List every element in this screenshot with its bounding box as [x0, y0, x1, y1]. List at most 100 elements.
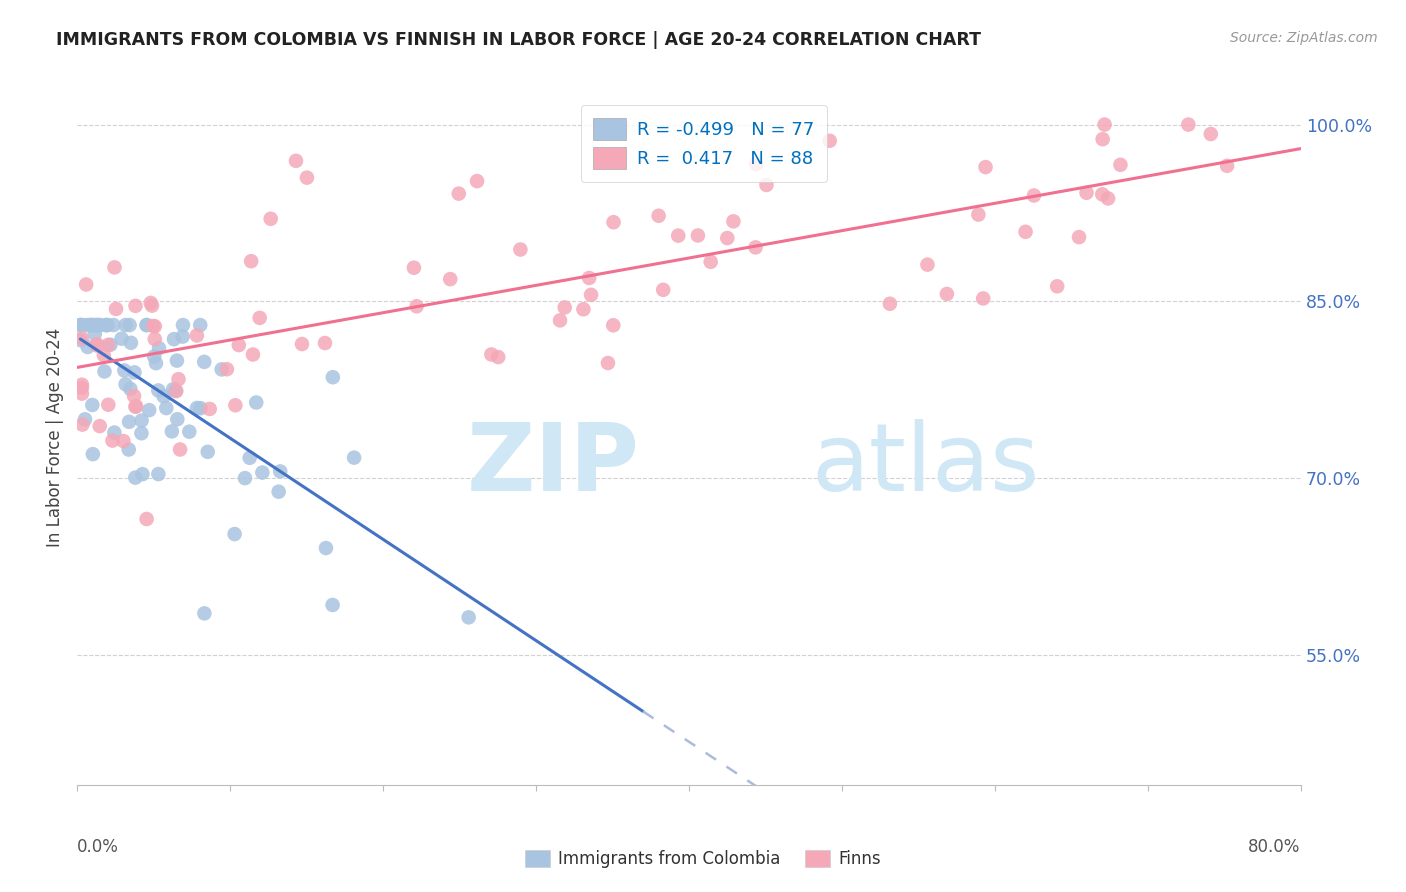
- Point: [233, 471, 256, 485]
- Point: [83, 326, 105, 341]
- Point: [666, 228, 689, 243]
- Point: [186, 401, 208, 415]
- Y-axis label: In Labor Force | Age 20-24: In Labor Force | Age 20-24: [46, 327, 65, 547]
- Point: [249, 310, 271, 325]
- Point: [548, 313, 571, 327]
- Point: [405, 299, 427, 313]
- Point: [70, 331, 93, 345]
- Point: [118, 318, 141, 332]
- Point: [1097, 191, 1119, 205]
- Point: [1014, 225, 1036, 239]
- Point: [652, 283, 675, 297]
- Point: [699, 255, 721, 269]
- Point: [79, 318, 101, 332]
- Point: [101, 434, 124, 448]
- Point: [96, 318, 118, 332]
- Point: [72, 417, 94, 432]
- Point: [647, 209, 669, 223]
- Point: [80, 318, 103, 332]
- Point: [69, 318, 91, 332]
- Point: [596, 356, 619, 370]
- Point: [917, 258, 939, 272]
- Point: [186, 328, 208, 343]
- Point: [143, 350, 166, 364]
- Point: [260, 211, 283, 226]
- Text: 80.0%: 80.0%: [1249, 838, 1301, 856]
- Point: [509, 243, 531, 257]
- Point: [215, 362, 238, 376]
- Point: [723, 214, 745, 228]
- Text: Source: ZipAtlas.com: Source: ZipAtlas.com: [1230, 31, 1378, 45]
- Point: [86, 337, 108, 351]
- Point: [70, 386, 93, 401]
- Point: [211, 362, 233, 376]
- Point: [1109, 158, 1132, 172]
- Point: [148, 384, 170, 398]
- Point: [165, 384, 187, 398]
- Point: [110, 332, 132, 346]
- Point: [103, 260, 125, 275]
- Point: [141, 299, 163, 313]
- Point: [69, 318, 91, 332]
- Point: [172, 329, 194, 343]
- Point: [193, 607, 215, 621]
- Point: [269, 464, 291, 478]
- Point: [118, 442, 141, 457]
- Point: [103, 318, 125, 332]
- Point: [579, 288, 602, 302]
- Point: [402, 260, 425, 275]
- Point: [112, 434, 135, 448]
- Point: [70, 377, 93, 392]
- Point: [82, 447, 104, 461]
- Point: [84, 318, 107, 332]
- Point: [1067, 230, 1090, 244]
- Point: [89, 419, 111, 434]
- Point: [1076, 186, 1098, 200]
- Point: [315, 541, 337, 555]
- Point: [197, 445, 219, 459]
- Point: [167, 372, 190, 386]
- Text: atlas: atlas: [811, 419, 1039, 511]
- Point: [198, 401, 221, 416]
- Point: [343, 450, 366, 465]
- Point: [190, 401, 212, 416]
- Point: [135, 512, 157, 526]
- Point: [224, 398, 246, 412]
- Point: [124, 365, 146, 379]
- Point: [148, 341, 170, 355]
- Point: [69, 333, 91, 347]
- Point: [1046, 279, 1069, 293]
- Point: [131, 467, 153, 482]
- Point: [169, 442, 191, 457]
- Point: [172, 318, 194, 332]
- Point: [239, 450, 262, 465]
- Point: [1199, 127, 1222, 141]
- Point: [114, 377, 136, 392]
- Point: [322, 598, 344, 612]
- Point: [267, 484, 290, 499]
- Point: [165, 384, 187, 398]
- Point: [148, 467, 170, 481]
- Point: [465, 174, 488, 188]
- Point: [122, 389, 145, 403]
- Point: [142, 318, 165, 333]
- Point: [143, 332, 166, 346]
- Point: [322, 370, 344, 384]
- Point: [120, 335, 142, 350]
- Point: [145, 356, 167, 370]
- Point: [131, 426, 153, 441]
- Point: [967, 208, 990, 222]
- Point: [242, 347, 264, 361]
- Point: [124, 299, 146, 313]
- Point: [974, 160, 997, 174]
- Legend: R = -0.499   N = 77, R =  0.417   N = 88: R = -0.499 N = 77, R = 0.417 N = 88: [581, 105, 827, 182]
- Point: [162, 382, 184, 396]
- Point: [755, 178, 778, 192]
- Point: [1177, 118, 1199, 132]
- Point: [96, 318, 118, 332]
- Point: [80, 318, 103, 332]
- Point: [716, 231, 738, 245]
- Text: ZIP: ZIP: [467, 419, 640, 511]
- Point: [879, 297, 901, 311]
- Point: [193, 355, 215, 369]
